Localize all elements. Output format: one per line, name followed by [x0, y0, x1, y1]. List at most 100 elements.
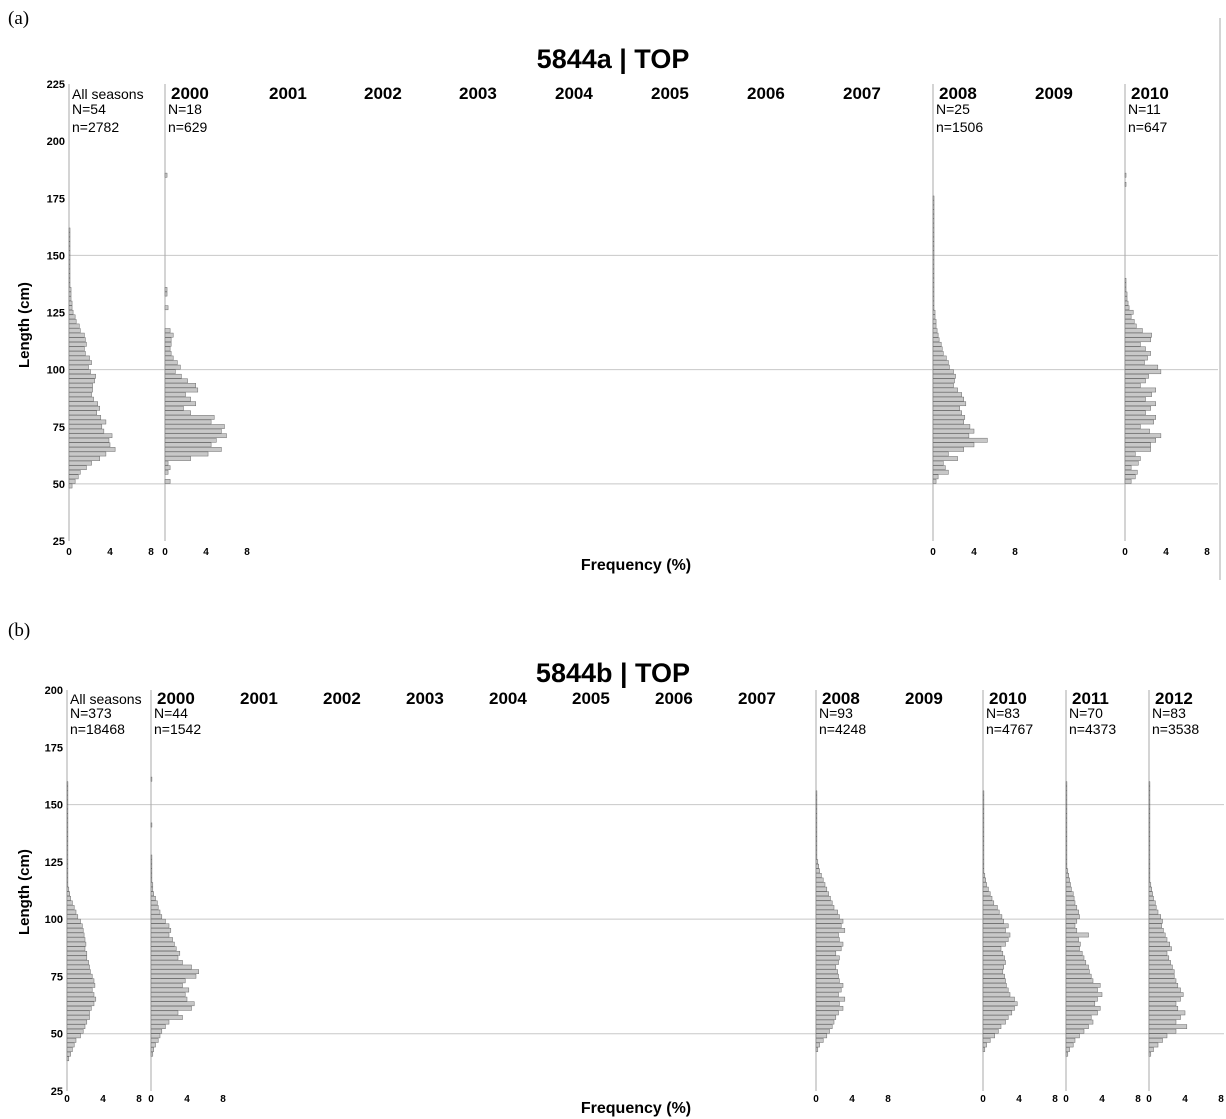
series-N-b: N=373: [70, 705, 112, 721]
histogram-bar-b: [815, 1028, 830, 1034]
histogram-bar-b: [66, 1028, 84, 1034]
histogram-bar-b: [1148, 868, 1151, 874]
histogram-bar-a: [164, 383, 196, 388]
series-N-a: N=11: [1128, 101, 1161, 117]
histogram-bar-a: [68, 433, 113, 439]
histogram-bar-b: [815, 973, 839, 979]
histogram-bar-b: [982, 1024, 1002, 1029]
histogram-bar-b: [815, 950, 837, 956]
histogram-bar-a: [1124, 341, 1141, 347]
histogram-bar-a: [932, 373, 956, 379]
histogram-bar-b: [66, 914, 79, 919]
histogram-bar-a: [932, 433, 970, 439]
series-n-b: n=18468: [70, 721, 125, 737]
histogram-bar-b: [815, 868, 820, 874]
histogram-bar-b: [66, 1042, 75, 1048]
histogram-bar-b: [150, 895, 156, 901]
histogram-bar-a: [68, 287, 72, 292]
histogram-bar-b: [66, 900, 73, 906]
histogram-bar-a: [68, 469, 81, 475]
histogram-bar-b: [1065, 1024, 1089, 1029]
series-label-a: 2001: [269, 84, 307, 103]
histogram-bar-b: [1065, 818, 1068, 823]
histogram-bar-b: [66, 873, 69, 878]
histogram-bar-a: [68, 410, 97, 416]
series-N-b: N=83: [986, 705, 1020, 721]
histogram-bar-b: [150, 882, 154, 887]
histogram-bar-b: [1148, 1047, 1154, 1052]
histogram-bar-b: [1148, 918, 1163, 924]
histogram-bar-b: [1065, 822, 1068, 828]
histogram-bar-b: [982, 960, 1006, 965]
histogram-bar-a: [164, 328, 171, 333]
histogram-bar-b: [982, 1010, 1013, 1016]
histogram-bar-b: [815, 1019, 835, 1025]
histogram-bar-b: [1148, 909, 1159, 915]
histogram-bar-b: [150, 1024, 166, 1029]
histogram-bar-b: [1065, 914, 1080, 919]
histogram-bar-b: [150, 1033, 161, 1039]
series-label-b: 2002: [323, 689, 361, 708]
histogram-bar-b: [815, 1033, 828, 1039]
histogram-bar-b: [815, 863, 819, 869]
histogram-bar-b: [66, 932, 85, 938]
histogram-bar-b: [815, 909, 838, 915]
histogram-bar-b: [1065, 891, 1074, 897]
histogram-bar-a: [932, 332, 939, 338]
histogram-bar-a: [1124, 401, 1156, 407]
histogram-bar-a: [932, 296, 935, 301]
histogram-bar-a: [68, 405, 100, 411]
histogram-bar-b: [982, 1038, 991, 1043]
x-tick-label-b: 4: [1016, 1094, 1022, 1105]
histogram-bar-b: [1148, 808, 1151, 814]
histogram-bar-a: [932, 250, 935, 256]
histogram-bar-b: [150, 900, 158, 906]
histogram-bar-b: [1065, 831, 1068, 837]
series-N-a: N=54: [72, 101, 106, 117]
histogram-bar-b: [1065, 987, 1098, 993]
histogram-bar-b: [66, 955, 88, 961]
histogram-bar-b: [1148, 905, 1157, 910]
histogram-bar-b: [66, 978, 95, 984]
series-N-b: N=83: [1152, 705, 1186, 721]
histogram-bar-b: [1148, 1005, 1179, 1011]
histogram-bar-a: [68, 227, 71, 233]
histogram-bar-a: [68, 346, 85, 352]
histogram-bar-b: [66, 799, 69, 805]
histogram-bar-b: [150, 859, 153, 864]
histogram-bar-a: [1124, 419, 1154, 425]
series-label-a: 2006: [747, 84, 785, 103]
histogram-bar-a: [164, 415, 215, 420]
histogram-bar-b: [1148, 831, 1151, 837]
histogram-bar-b: [150, 914, 163, 919]
histogram-bar-b: [66, 781, 69, 787]
histogram-bar-a: [932, 241, 935, 247]
histogram-bar-b: [66, 969, 91, 974]
histogram-bar-b: [1148, 1051, 1152, 1057]
histogram-bar-b: [1065, 873, 1069, 878]
histogram-bar-b: [815, 964, 837, 970]
histogram-bar-a: [932, 328, 938, 333]
histogram-bar-a: [68, 268, 71, 274]
histogram-bar-a: [68, 442, 111, 448]
histogram-bar-a: [1124, 305, 1130, 311]
histogram-bar-b: [982, 923, 1009, 929]
histogram-bar-b: [1065, 969, 1090, 974]
histogram-bar-b: [150, 891, 154, 897]
histogram-bar-b: [815, 955, 840, 961]
histogram-bar-a: [1124, 282, 1127, 288]
histogram-bar-b: [982, 1019, 1006, 1025]
series-label-b: 2006: [655, 689, 693, 708]
histogram-bar-b: [1148, 873, 1151, 878]
histogram-bar-b: [66, 845, 69, 851]
histogram-bar-b: [1148, 845, 1151, 851]
histogram-bar-a: [932, 465, 946, 471]
histogram-bar-b: [150, 923, 170, 929]
histogram-bar-b: [66, 831, 69, 837]
x-tick-label-b: 8: [1052, 1094, 1058, 1105]
x-tick-label-b: 0: [813, 1094, 819, 1105]
y-tick-label-b: 150: [45, 800, 63, 812]
histogram-bar-a: [932, 447, 964, 452]
histogram-bar-b: [150, 905, 159, 910]
histogram-bar-b: [150, 978, 186, 984]
